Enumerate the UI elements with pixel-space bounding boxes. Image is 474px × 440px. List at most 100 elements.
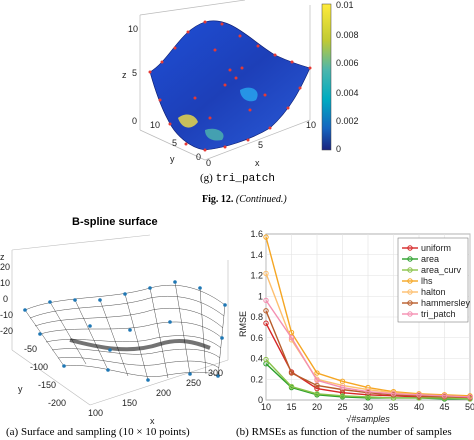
- x-tick-label: 40: [414, 402, 424, 412]
- surface-title: B-spline surface: [72, 216, 158, 228]
- data-point-hammersley: [314, 382, 320, 389]
- error-surface: [149, 20, 311, 151]
- data-point-tri_patch: [288, 335, 295, 341]
- data-point-lhs: [263, 234, 269, 240]
- legend-marker: [407, 267, 413, 273]
- x-tick-label: 10: [261, 402, 271, 412]
- colorbar-tick: 0.01: [336, 0, 354, 10]
- y-tick: -200: [48, 398, 66, 408]
- data-point-area_curv: [314, 391, 320, 397]
- top-panel: 10 5 0 z 10 5 0 y 0 5 10 x 0.01 0.008 0.…: [0, 0, 474, 192]
- x-tick: 250: [186, 378, 201, 388]
- data-point-hammersley: [263, 308, 269, 314]
- y-tick: 10: [150, 120, 160, 130]
- data-point-tri_patch: [441, 393, 448, 399]
- x-tick: 300: [208, 368, 223, 378]
- z-axis-label: z: [0, 252, 5, 262]
- data-point-tri_patch: [263, 297, 269, 304]
- y-tick-label: 0.8: [250, 312, 263, 322]
- subfigure-caption-a: (a) Surface and sampling (10 × 10 points…: [6, 426, 190, 438]
- y-axis-label: y: [170, 154, 175, 164]
- data-point-tri_patch: [390, 391, 397, 397]
- z-tick: 5: [132, 68, 137, 78]
- data-point-tri_patch: [416, 392, 422, 398]
- x-tick: 200: [156, 388, 171, 398]
- x-tick-label: 35: [388, 402, 398, 412]
- rmse-panel: 0 0.2 0.4 0.6 0.8 1 1.2 1.4 1.6 10 15 20 25 30 35 40 45 5…: [236, 212, 474, 440]
- x-tick-label: 25: [337, 402, 347, 412]
- y-tick: -100: [30, 362, 48, 372]
- series-line-hammersley: [265, 310, 470, 398]
- legend-entry: area_curv: [421, 265, 462, 275]
- data-point-uniform: [314, 385, 320, 392]
- y-tick: 5: [172, 138, 177, 148]
- data-point-area_curv: [263, 356, 269, 363]
- surface-highlight: [205, 128, 224, 141]
- figure-caption-text: (Continued.): [235, 194, 287, 205]
- legend: uniformareaarea_curvlhshaltonhammersleyt…: [397, 237, 471, 323]
- y-tick-label: 0: [258, 395, 263, 405]
- sample-points: [23, 280, 227, 382]
- y-tick-label: 1: [258, 291, 263, 301]
- z-tick: 10: [128, 24, 138, 34]
- x-tick: 150: [122, 398, 137, 408]
- surface-panel: B-spline surface: [0, 212, 236, 440]
- x-axis-label: √#samples: [346, 414, 390, 424]
- colorbar: [321, 3, 332, 151]
- colorbar-tick: 0.006: [336, 58, 359, 68]
- legend-entry: area: [421, 254, 439, 264]
- z-tick: 20: [0, 262, 10, 272]
- x-tick-label: 50: [465, 402, 474, 412]
- surface-highlight: [178, 114, 198, 128]
- data-point-hammersley: [288, 370, 295, 376]
- y-tick-label: 0.6: [250, 333, 263, 343]
- colorbar-tick: 0.004: [336, 88, 359, 98]
- x-axis-label: x: [255, 158, 260, 168]
- legend-marker: [407, 311, 413, 317]
- x-tick-label: 30: [363, 402, 373, 412]
- x-tick-label: 20: [312, 402, 322, 412]
- subfigure-caption-b: (b) RMSEs as function of the number of s…: [236, 426, 452, 438]
- y-tick-label: 1.6: [250, 229, 263, 239]
- legend-entry: tri_patch: [421, 309, 456, 319]
- x-tick: 5: [258, 140, 263, 150]
- legend-marker: [407, 300, 413, 306]
- legend-marker: [407, 289, 413, 295]
- caption-method: tri_patch: [215, 173, 275, 185]
- legend-entry: halton: [421, 287, 446, 297]
- z-tick: -10: [0, 310, 13, 320]
- colorbar-tick: 0.002: [336, 116, 359, 126]
- z-tick: -20: [0, 326, 13, 336]
- y-tick-label: 0.2: [250, 374, 263, 384]
- z-tick: 10: [0, 278, 10, 288]
- legend-marker: [407, 278, 413, 284]
- figure-caption: Fig. 12. (Continued.): [202, 194, 287, 205]
- y-axis-label: RMSE: [238, 311, 248, 337]
- legend-marker: [407, 256, 413, 262]
- y-tick: -50: [24, 344, 37, 354]
- data-point-tri_patch: [339, 384, 346, 391]
- data-point-area_curv: [339, 393, 346, 399]
- data-point-lhs: [314, 370, 320, 376]
- data-point-tri_patch: [314, 377, 320, 383]
- bspline-mesh: [24, 281, 226, 381]
- surface-highlight: [240, 87, 258, 102]
- data-point-tri_patch: [365, 389, 371, 395]
- rmse-chart: 0 0.2 0.4 0.6 0.8 1 1.2 1.4 1.6 10 15 20 25 30 35 40 45 5…: [238, 229, 474, 424]
- z-tick: 0: [3, 294, 8, 304]
- x-tick-label: 15: [286, 402, 296, 412]
- data-point-tri_patch: [467, 394, 473, 400]
- z-axis-label: z: [122, 70, 127, 80]
- y-tick-label: 0.4: [250, 354, 263, 364]
- y-tick-label: 1.2: [250, 271, 263, 281]
- x-tick-label: 45: [439, 402, 449, 412]
- legend-entry: lhs: [421, 276, 433, 286]
- legend-box: [397, 237, 469, 323]
- x-axis-label: x: [150, 416, 155, 426]
- data-point-area_curv: [288, 383, 295, 390]
- colorbar-tick: 0: [336, 144, 341, 154]
- figure-label: Fig. 12.: [202, 194, 234, 205]
- y-tick: 0: [196, 152, 201, 162]
- x-tick: 10: [306, 120, 316, 130]
- series-line-tri_patch: [265, 300, 471, 398]
